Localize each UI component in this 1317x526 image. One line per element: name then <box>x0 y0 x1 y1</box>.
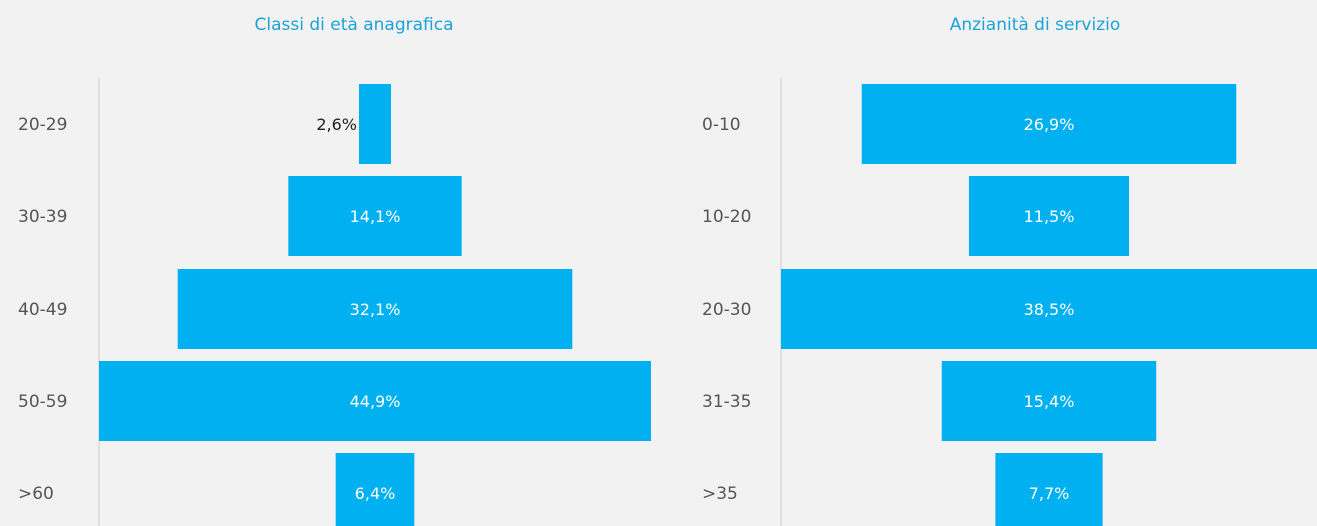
seniority-chart-title: Anzianità di servizio <box>950 15 1121 35</box>
seniority-category-label: 10-20 <box>702 207 751 227</box>
seniority-data-label: 38,5% <box>1024 300 1075 319</box>
seniority-bar <box>995 453 1103 526</box>
seniority-bar <box>781 269 1317 349</box>
seniority-category-label: 20-30 <box>702 300 751 320</box>
seniority-data-label: 7,7% <box>1029 484 1070 503</box>
age-data-label: 32,1% <box>350 300 401 319</box>
age-data-label: 2,6% <box>316 115 357 134</box>
seniority-data-label: 11,5% <box>1024 207 1075 226</box>
seniority-data-label: 26,9% <box>1024 115 1075 134</box>
age-category-label: 50-59 <box>18 392 67 412</box>
age-bar <box>335 453 415 526</box>
age-chart-title: Classi di età anagrafica <box>255 15 454 35</box>
age-data-label: 44,9% <box>350 392 401 411</box>
age-bar <box>99 361 651 441</box>
seniority-bar <box>941 361 1157 441</box>
seniority-bar <box>968 176 1130 256</box>
age-bar <box>359 84 391 164</box>
seniority-bar <box>861 84 1237 164</box>
age-bar <box>288 176 462 256</box>
seniority-category-label: >35 <box>702 484 738 504</box>
seniority-data-label: 15,4% <box>1024 392 1075 411</box>
age-data-label: 14,1% <box>350 207 401 226</box>
seniority-category-label: 0-10 <box>702 115 741 135</box>
age-category-label: 20-29 <box>18 115 67 135</box>
age-bar <box>177 269 573 349</box>
age-category-label: 40-49 <box>18 300 67 320</box>
age-data-label: 6,4% <box>355 484 396 503</box>
age-category-label: 30-39 <box>18 207 67 227</box>
age-category-label: >60 <box>18 484 54 504</box>
seniority-category-label: 31-35 <box>702 392 751 412</box>
